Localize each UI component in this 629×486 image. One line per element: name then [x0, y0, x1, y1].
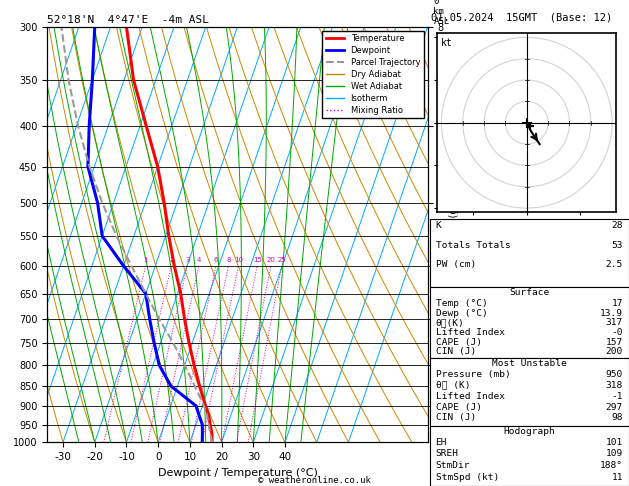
Text: θᴇ(K): θᴇ(K) [436, 318, 464, 327]
Text: 317: 317 [606, 318, 623, 327]
Text: 2.5: 2.5 [606, 260, 623, 269]
Text: Hodograph: Hodograph [503, 427, 555, 436]
Text: 2: 2 [169, 258, 174, 263]
Text: 28: 28 [611, 221, 623, 230]
Text: Most Unstable: Most Unstable [492, 359, 567, 368]
Text: 101: 101 [606, 438, 623, 447]
Text: 3: 3 [185, 258, 189, 263]
Text: Dewp (°C): Dewp (°C) [436, 309, 487, 317]
Text: 17: 17 [611, 299, 623, 308]
Text: StmSpd (kt): StmSpd (kt) [436, 472, 499, 482]
Bar [430, 426, 629, 486]
Text: 53: 53 [611, 241, 623, 250]
Text: PW (cm): PW (cm) [436, 260, 476, 269]
X-axis label: Dewpoint / Temperature (°C): Dewpoint / Temperature (°C) [157, 468, 318, 478]
Text: km
ASL: km ASL [433, 7, 450, 26]
Text: 297: 297 [606, 402, 623, 412]
Text: LCL: LCL [428, 420, 447, 429]
Text: 6: 6 [214, 258, 218, 263]
Text: 1: 1 [143, 258, 148, 263]
Text: SREH: SREH [436, 450, 459, 458]
Text: 52°18'N  4°47'E  -4m ASL: 52°18'N 4°47'E -4m ASL [47, 15, 209, 25]
Text: 4: 4 [197, 258, 201, 263]
Text: 25: 25 [277, 258, 286, 263]
Text: 10: 10 [234, 258, 243, 263]
Text: 11: 11 [611, 472, 623, 482]
Text: Temp (°C): Temp (°C) [436, 299, 487, 308]
Text: Pressure (mb): Pressure (mb) [436, 370, 510, 379]
Text: 157: 157 [606, 338, 623, 347]
Text: -0: -0 [611, 328, 623, 337]
Text: StmDir: StmDir [436, 461, 470, 470]
Text: 950: 950 [606, 370, 623, 379]
Text: K: K [436, 221, 442, 230]
Text: Lifted Index: Lifted Index [436, 328, 504, 337]
Text: CIN (J): CIN (J) [436, 347, 476, 356]
Bar [430, 358, 629, 426]
Text: CIN (J): CIN (J) [436, 414, 476, 422]
Text: © weatheronline.co.uk: © weatheronline.co.uk [258, 475, 371, 485]
Text: CAPE (J): CAPE (J) [436, 402, 482, 412]
Bar [430, 287, 629, 358]
Text: Lifted Index: Lifted Index [436, 392, 504, 400]
Text: kt: kt [441, 38, 452, 49]
Text: 13.9: 13.9 [600, 309, 623, 317]
Text: 188°: 188° [600, 461, 623, 470]
Text: CAPE (J): CAPE (J) [436, 338, 482, 347]
Text: 0: 0 [433, 0, 439, 6]
Bar [430, 219, 629, 287]
Text: 15: 15 [253, 258, 262, 263]
Text: 20: 20 [267, 258, 276, 263]
Text: 98: 98 [611, 414, 623, 422]
Legend: Temperature, Dewpoint, Parcel Trajectory, Dry Adiabat, Wet Adiabat, Isotherm, Mi: Temperature, Dewpoint, Parcel Trajectory… [322, 31, 423, 118]
Text: EH: EH [436, 438, 447, 447]
Y-axis label: Mixing Ratio (g/kg): Mixing Ratio (g/kg) [449, 189, 459, 280]
Text: Totals Totals: Totals Totals [436, 241, 510, 250]
Text: 318: 318 [606, 381, 623, 390]
Text: 01.05.2024  15GMT  (Base: 12): 01.05.2024 15GMT (Base: 12) [431, 12, 612, 22]
Text: θᴇ (K): θᴇ (K) [436, 381, 470, 390]
Text: 200: 200 [606, 347, 623, 356]
Text: 8: 8 [226, 258, 231, 263]
Text: 109: 109 [606, 450, 623, 458]
Text: Surface: Surface [509, 288, 549, 297]
Text: -1: -1 [611, 392, 623, 400]
